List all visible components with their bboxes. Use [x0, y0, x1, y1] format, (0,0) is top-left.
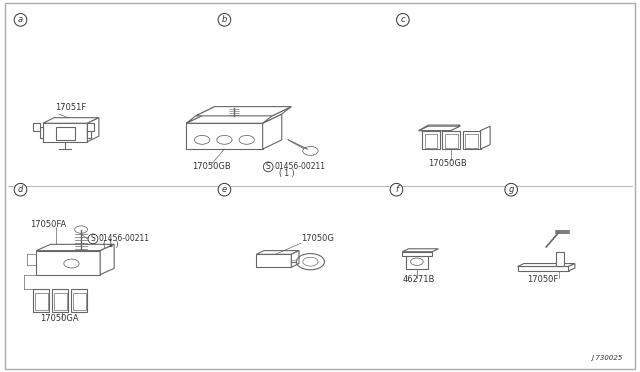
Polygon shape — [406, 254, 428, 269]
Polygon shape — [88, 118, 99, 142]
Polygon shape — [33, 289, 49, 311]
Text: S: S — [266, 163, 271, 171]
Polygon shape — [52, 289, 68, 311]
Polygon shape — [445, 134, 458, 148]
Polygon shape — [256, 254, 291, 267]
Polygon shape — [419, 125, 460, 131]
Text: J 730025: J 730025 — [591, 355, 623, 361]
Text: b: b — [221, 15, 227, 24]
Text: 17050F: 17050F — [527, 275, 558, 284]
Polygon shape — [43, 118, 99, 123]
Polygon shape — [424, 134, 437, 148]
Polygon shape — [36, 251, 100, 275]
Polygon shape — [88, 123, 94, 131]
Polygon shape — [422, 131, 440, 149]
Text: 17050GA: 17050GA — [40, 314, 78, 323]
Polygon shape — [196, 107, 291, 116]
Text: 17050GB: 17050GB — [193, 163, 231, 171]
Polygon shape — [88, 127, 91, 138]
Polygon shape — [518, 266, 568, 271]
Text: g: g — [508, 185, 514, 194]
Polygon shape — [186, 123, 262, 149]
Polygon shape — [186, 114, 282, 123]
Polygon shape — [463, 131, 481, 149]
Polygon shape — [262, 107, 291, 123]
Polygon shape — [465, 134, 478, 148]
Polygon shape — [402, 249, 438, 252]
Polygon shape — [419, 126, 460, 131]
Polygon shape — [481, 126, 490, 149]
Text: S: S — [91, 234, 95, 243]
Polygon shape — [442, 131, 460, 149]
Polygon shape — [518, 263, 575, 266]
Text: c: c — [401, 15, 405, 24]
Polygon shape — [35, 293, 48, 310]
Polygon shape — [262, 114, 282, 149]
Text: 01456-00211: 01456-00211 — [99, 234, 150, 243]
Polygon shape — [556, 253, 564, 266]
Polygon shape — [56, 127, 75, 140]
Text: 17051F: 17051F — [56, 103, 87, 112]
Text: 46271B: 46271B — [403, 275, 435, 284]
Text: 17050GB: 17050GB — [428, 159, 467, 168]
Polygon shape — [186, 107, 215, 123]
Text: ( 1 ): ( 1 ) — [103, 240, 119, 249]
Text: 17050G: 17050G — [301, 234, 333, 243]
Polygon shape — [36, 244, 114, 251]
Text: ( 1 ): ( 1 ) — [278, 169, 294, 178]
Polygon shape — [73, 293, 86, 310]
Text: 01456-00211: 01456-00211 — [274, 163, 325, 171]
Polygon shape — [43, 123, 88, 142]
Polygon shape — [54, 293, 67, 310]
Text: f: f — [395, 185, 398, 194]
Text: d: d — [18, 185, 23, 194]
Polygon shape — [33, 123, 40, 131]
Polygon shape — [568, 263, 575, 271]
Polygon shape — [256, 251, 299, 254]
Text: 17050FA: 17050FA — [30, 219, 67, 229]
Polygon shape — [72, 289, 88, 311]
Text: a: a — [18, 15, 23, 24]
FancyBboxPatch shape — [4, 3, 636, 369]
Polygon shape — [100, 244, 114, 275]
Polygon shape — [402, 252, 432, 256]
Polygon shape — [291, 251, 299, 267]
Text: e: e — [222, 185, 227, 194]
Polygon shape — [40, 127, 43, 138]
